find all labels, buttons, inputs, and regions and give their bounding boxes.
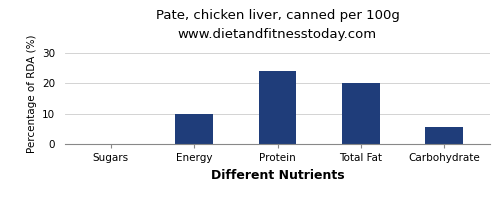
Bar bbox=[342, 83, 380, 144]
Y-axis label: Percentage of RDA (%): Percentage of RDA (%) bbox=[26, 35, 36, 153]
X-axis label: Different Nutrients: Different Nutrients bbox=[210, 169, 344, 182]
Bar bbox=[259, 71, 296, 144]
Title: Pate, chicken liver, canned per 100g
www.dietandfitnesstoday.com: Pate, chicken liver, canned per 100g www… bbox=[156, 9, 400, 41]
Bar bbox=[426, 127, 463, 144]
Bar bbox=[176, 114, 213, 144]
